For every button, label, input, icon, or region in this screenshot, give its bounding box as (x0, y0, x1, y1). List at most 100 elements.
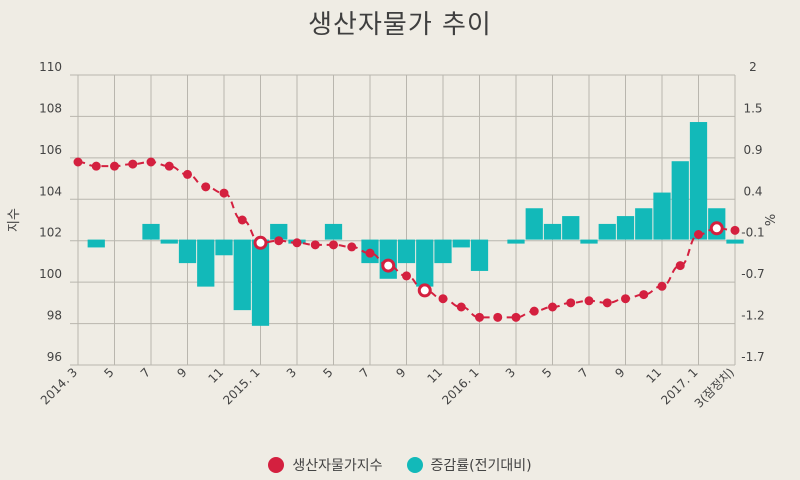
line-point (709, 221, 724, 236)
line-point (639, 290, 649, 300)
y-tick-right: 0.9 (743, 143, 762, 157)
y-tick-right: 2 (749, 60, 757, 74)
x-tick-label: 7 (138, 365, 153, 380)
line-point (365, 248, 375, 258)
bar (689, 122, 708, 240)
x-tick-label: 7 (357, 365, 372, 380)
line-point (602, 298, 612, 308)
x-tick-label: 5 (320, 365, 335, 380)
x-tick-label: 5 (539, 365, 554, 380)
line-point (566, 298, 576, 308)
line-point (73, 157, 83, 167)
x-tick-label: 3(잠정치) (692, 365, 737, 410)
x-tick-label: 5 (101, 365, 116, 380)
x-tick-label: 3 (503, 365, 518, 380)
line-point (438, 294, 448, 304)
y-tick-right: 0.4 (743, 184, 762, 198)
line-point (402, 271, 411, 281)
y-axis-label-right: % (764, 214, 779, 226)
line-point (146, 157, 156, 167)
y-tick-left: 98 (47, 309, 62, 323)
bar (635, 208, 653, 240)
line-point (657, 281, 667, 291)
line-point (253, 235, 268, 250)
line-point (730, 225, 740, 235)
line-point (183, 169, 192, 179)
line-point (128, 159, 138, 169)
y-axis-label-left: 지수 (7, 208, 22, 232)
legend: 생산자물가지수 증감률(전기대비) (0, 455, 800, 475)
line-point (529, 306, 539, 316)
x-tick-label: 9 (612, 365, 627, 380)
y-tick-right: -1.2 (741, 309, 764, 323)
bar (525, 208, 543, 240)
bar (251, 239, 270, 326)
legend-swatch-index (268, 457, 285, 473)
bar (160, 239, 178, 244)
y-tick-left: 108 (39, 101, 62, 115)
bar (543, 223, 562, 240)
legend-item-index[interactable]: 생산자물가지수 (268, 455, 383, 475)
line-point (493, 312, 503, 322)
x-tick-label: 11 (205, 365, 226, 386)
line-point (310, 240, 320, 250)
x-tick-label: 3 (284, 365, 299, 380)
bar (598, 223, 616, 240)
line-point (381, 258, 396, 273)
line-point (201, 182, 211, 192)
bar (507, 239, 525, 244)
y-tick-left: 100 (39, 267, 62, 281)
x-tick-label: 2016. 1 (439, 365, 481, 407)
line-point (548, 302, 557, 312)
y-tick-right: -0.7 (741, 267, 764, 281)
x-tick-label: 9 (393, 365, 408, 380)
bar (726, 239, 744, 244)
line-point (164, 161, 174, 171)
bar (324, 223, 343, 240)
bar (233, 239, 251, 311)
y-tick-right: -0.1 (741, 226, 764, 240)
bar (87, 239, 105, 248)
bar (270, 223, 288, 240)
line-point (292, 238, 302, 248)
line-point (584, 296, 594, 306)
x-tick-label: 11 (424, 365, 445, 386)
x-tick-label: 7 (576, 365, 591, 380)
legend-label-index: 생산자물가지수 (292, 458, 383, 474)
y-tick-left: 110 (39, 60, 62, 74)
bar (470, 239, 489, 271)
line-point (621, 294, 630, 304)
line-point (675, 261, 685, 271)
y-tick-left: 106 (39, 143, 62, 157)
line-point (511, 312, 521, 322)
line-point (329, 240, 338, 250)
legend-label-rate: 증감률(전기대비) (430, 458, 532, 474)
line-point (347, 242, 357, 252)
bar (452, 239, 470, 248)
bar (142, 223, 160, 240)
line-point (237, 215, 247, 225)
y-tick-left: 96 (47, 350, 62, 364)
line-point (91, 161, 101, 171)
legend-swatch-rate (406, 457, 423, 473)
line-point (219, 188, 229, 198)
bar (671, 161, 689, 240)
y-tick-right: -1.7 (741, 350, 764, 364)
bar (562, 216, 580, 240)
x-tick-label: 11 (643, 365, 664, 386)
chart-title: 생산자물가 추이 (308, 10, 492, 40)
bar (416, 239, 434, 287)
chart-svg: 110 2 108 1.5 106 0.9 104 0.4 102 -0.1 100 -0.7 98 -1… (7, 60, 779, 411)
legend-item-rate[interactable]: 증감률(전기대비) (406, 455, 532, 475)
x-tick-label: 9 (174, 365, 189, 380)
bar (653, 192, 671, 240)
bar (215, 239, 233, 256)
line-point (694, 230, 703, 239)
x-tick-label: 2015. 1 (220, 365, 262, 407)
y-tick-left: 104 (39, 184, 62, 198)
x-tick-label: 2014. 3 (38, 365, 80, 407)
line-point (475, 312, 484, 322)
line-point (274, 236, 284, 246)
line-point (110, 161, 119, 171)
